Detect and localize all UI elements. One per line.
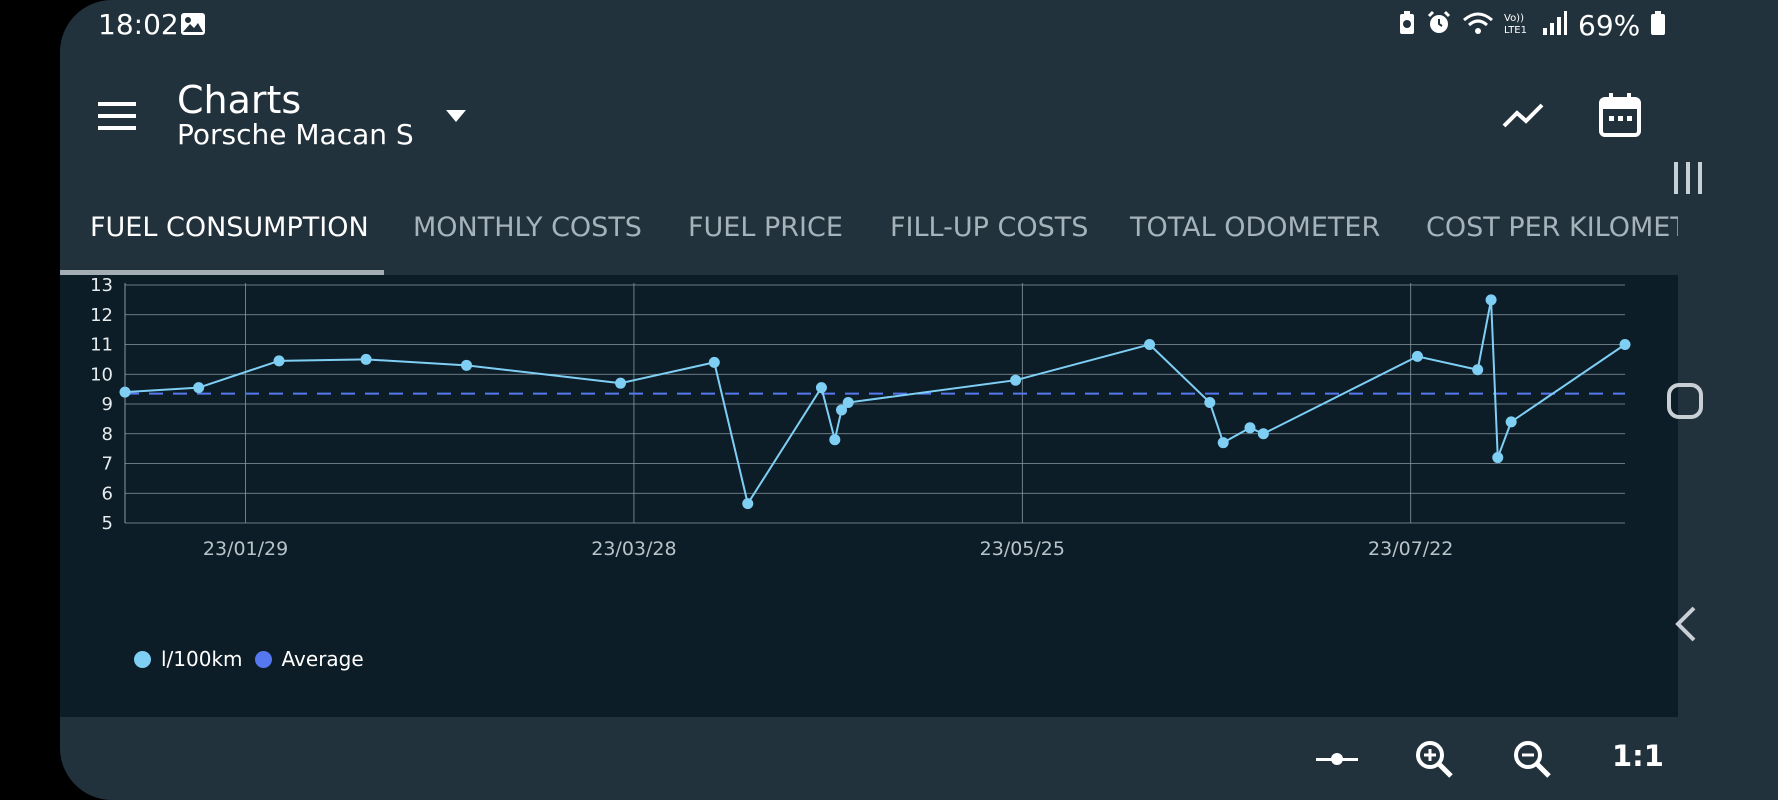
alarm-icon — [1426, 10, 1452, 40]
data-point — [1485, 294, 1497, 306]
data-point — [708, 356, 720, 368]
recent-apps-icon[interactable] — [1670, 160, 1706, 200]
back-icon[interactable] — [1674, 606, 1700, 646]
data-point — [1244, 422, 1256, 434]
data-point — [842, 397, 854, 409]
zoom-out-icon — [1514, 741, 1551, 778]
bottom-toolbar: 1:1 — [60, 717, 1678, 800]
x-tick-label: 23/01/29 — [203, 538, 288, 560]
legend-item-average: Average — [254, 647, 364, 671]
zoom-reset-button[interactable] — [1314, 747, 1360, 771]
status-time: 18:02 — [98, 8, 179, 41]
zoom-out-button[interactable] — [1512, 739, 1552, 779]
data-point — [836, 404, 848, 416]
data-point — [1144, 339, 1156, 350]
data-point — [815, 382, 827, 394]
calendar-button[interactable] — [1598, 92, 1642, 138]
data-point — [1010, 374, 1022, 386]
data-point — [1472, 364, 1484, 376]
zoom-in-button[interactable] — [1414, 739, 1454, 779]
x-tick-label: 23/03/28 — [591, 538, 676, 560]
tab-monthly-costs[interactable]: MONTHLY COSTS — [413, 212, 642, 243]
data-point — [273, 355, 285, 367]
battery-percent: 69% — [1578, 8, 1641, 42]
data-point — [1505, 416, 1517, 428]
data-point — [1257, 428, 1269, 440]
battery-icon — [1650, 10, 1666, 40]
active-tab-indicator — [60, 270, 384, 275]
tab-cost-per-kilometre[interactable]: COST PER KILOMETR — [1426, 212, 1678, 243]
page-title: Charts — [177, 78, 302, 122]
legend-item-l-100km: l/100km — [134, 647, 243, 671]
wifi-icon — [1462, 10, 1494, 40]
menu-icon — [98, 102, 136, 130]
app-screen: 18:02 Vo)) LTE1 69% Charts Porsche Macan … — [60, 0, 1778, 800]
legend-label-l-100km: l/100km — [161, 647, 243, 671]
data-point — [1492, 452, 1504, 464]
legend-dot-average — [254, 650, 272, 668]
system-nav-bar — [1640, 0, 1718, 800]
tab-fill-up-costs[interactable]: FILL-UP COSTS — [890, 212, 1089, 243]
x-tick-label: 23/05/25 — [980, 538, 1065, 560]
data-point — [1411, 350, 1423, 362]
legend-dot-l-100km — [134, 650, 151, 668]
data-point — [615, 377, 627, 389]
home-icon[interactable] — [1667, 383, 1703, 423]
ratio-1-1-button[interactable]: 1:1 — [1612, 739, 1664, 773]
data-point — [461, 359, 473, 371]
vehicle-name: Porsche Macan S — [177, 118, 414, 151]
y-tick-label: 13 — [90, 275, 113, 296]
chart-legend: l/100km Average — [134, 647, 376, 671]
y-tick-label: 5 — [102, 513, 113, 534]
data-point — [119, 386, 131, 398]
y-tick-label: 8 — [102, 424, 113, 445]
volte-icon: Vo)) LTE1 — [1504, 10, 1532, 40]
data-point — [1217, 437, 1229, 449]
data-point — [360, 353, 372, 365]
tab-fuel-consumption[interactable]: FUEL CONSUMPTION — [90, 212, 369, 243]
calendar-icon — [1599, 93, 1641, 137]
signal-icon — [1542, 10, 1568, 40]
chart-tabs: FUEL CONSUMPTION MONTHLY COSTS FUEL PRIC… — [60, 190, 1678, 274]
y-tick-label: 10 — [90, 364, 113, 385]
chart-area[interactable]: 13 12 11 10 9 8 7 6 5 23/01/29 23/03/28 23/05/25 23/… — [60, 275, 1678, 717]
vehicle-dropdown[interactable] — [440, 104, 472, 128]
legend-label-average: Average — [281, 647, 364, 671]
data-point — [742, 498, 754, 510]
zoom-in-icon — [1416, 741, 1453, 778]
fuel-consumption-chart[interactable]: 13 12 11 10 9 8 7 6 5 23/01/29 23/03/28 23/05/25 23/… — [60, 275, 1678, 717]
y-tick-label: 6 — [102, 483, 113, 504]
y-tick-label: 12 — [90, 305, 113, 326]
dropdown-arrow-icon — [446, 110, 466, 122]
battery-saver-icon — [1398, 10, 1416, 40]
data-point — [1619, 339, 1631, 350]
data-point — [1204, 397, 1216, 409]
menu-button[interactable] — [96, 96, 140, 136]
tab-total-odometer[interactable]: TOTAL ODOMETER — [1130, 212, 1381, 243]
trend-chart-icon — [1502, 103, 1544, 128]
tab-fuel-price[interactable]: FUEL PRICE — [688, 212, 843, 243]
trend-chart-button[interactable] — [1500, 96, 1548, 136]
series-line-l-100km — [124, 299, 1626, 507]
x-tick-label: 23/07/22 — [1368, 538, 1453, 560]
svg-text:LTE1: LTE1 — [1504, 25, 1527, 36]
data-point — [193, 382, 205, 394]
zoom-reset-icon — [1316, 753, 1358, 765]
y-tick-label: 7 — [102, 454, 113, 475]
image-icon — [180, 12, 206, 40]
y-tick-label: 9 — [102, 394, 113, 415]
svg-text:Vo)): Vo)) — [1504, 13, 1524, 24]
status-icons: Vo)) LTE1 69% — [1398, 8, 1666, 42]
y-tick-label: 11 — [90, 335, 113, 356]
data-point — [829, 434, 841, 446]
